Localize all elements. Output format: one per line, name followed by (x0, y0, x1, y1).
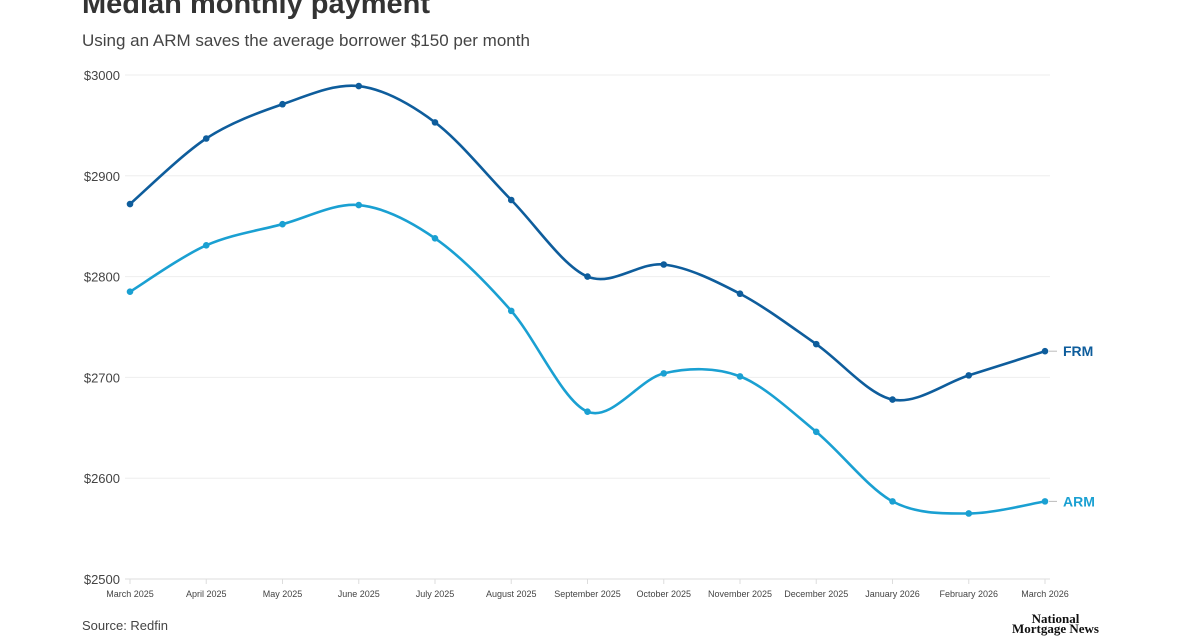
x-tick-label: September 2025 (554, 589, 621, 599)
series-line-arm (129, 203, 1046, 515)
chart-title: Median monthly payment (82, 0, 431, 20)
data-point-frm (736, 290, 744, 298)
data-point-frm (431, 119, 439, 126)
publisher-logo: National Mortgage News (1012, 611, 1099, 636)
data-point-arm (736, 373, 744, 380)
y-tick-label: $3000 (84, 68, 120, 83)
y-tick-label: $2800 (84, 270, 120, 285)
series-line-frm (129, 84, 1046, 402)
data-point-frm (584, 273, 591, 280)
x-tick-label: May 2025 (263, 589, 303, 599)
data-point-arm (889, 498, 896, 505)
data-point-frm (202, 135, 210, 142)
data-point-frm (812, 340, 820, 348)
x-tick-label: June 2025 (338, 589, 380, 599)
series-label-arm: ARM (1063, 493, 1095, 509)
data-point-frm (889, 396, 896, 403)
x-tick-label: January 2026 (865, 589, 920, 599)
data-point-arm (126, 288, 134, 296)
data-point-arm (965, 510, 973, 517)
x-tick-label: March 2025 (106, 589, 154, 599)
data-point-arm (1041, 498, 1049, 505)
data-point-arm (355, 201, 363, 209)
y-tick-label: $2600 (84, 471, 120, 486)
data-point-frm (965, 372, 973, 379)
data-point-frm (1041, 347, 1049, 355)
data-point-frm (507, 196, 515, 204)
data-point-frm (126, 200, 134, 208)
x-tick-label: July 2025 (416, 589, 455, 599)
x-tick-label: August 2025 (486, 589, 537, 599)
data-point-frm (279, 100, 286, 108)
x-tick-label: December 2025 (784, 589, 848, 599)
source-note: Source: Redfin (82, 618, 168, 633)
x-tick-label: March 2026 (1021, 589, 1069, 599)
data-point-arm (812, 428, 820, 436)
data-point-frm (355, 82, 363, 90)
data-point-arm (431, 234, 439, 242)
data-point-arm (279, 220, 286, 228)
x-tick-label: November 2025 (708, 589, 772, 599)
y-tick-label: $2500 (84, 572, 120, 587)
data-point-arm (202, 242, 210, 249)
y-tick-label: $2700 (84, 370, 120, 385)
data-point-frm (660, 261, 668, 268)
chart-subtitle: Using an ARM saves the average borrower … (82, 31, 530, 50)
x-tick-label: October 2025 (636, 589, 691, 599)
data-point-arm (507, 307, 515, 315)
data-point-arm (584, 408, 591, 415)
y-tick-label: $2900 (84, 169, 120, 184)
series-label-frm: FRM (1063, 343, 1093, 359)
x-tick-label: April 2025 (186, 589, 227, 599)
data-point-arm (660, 370, 668, 377)
x-tick-label: February 2026 (939, 589, 998, 599)
